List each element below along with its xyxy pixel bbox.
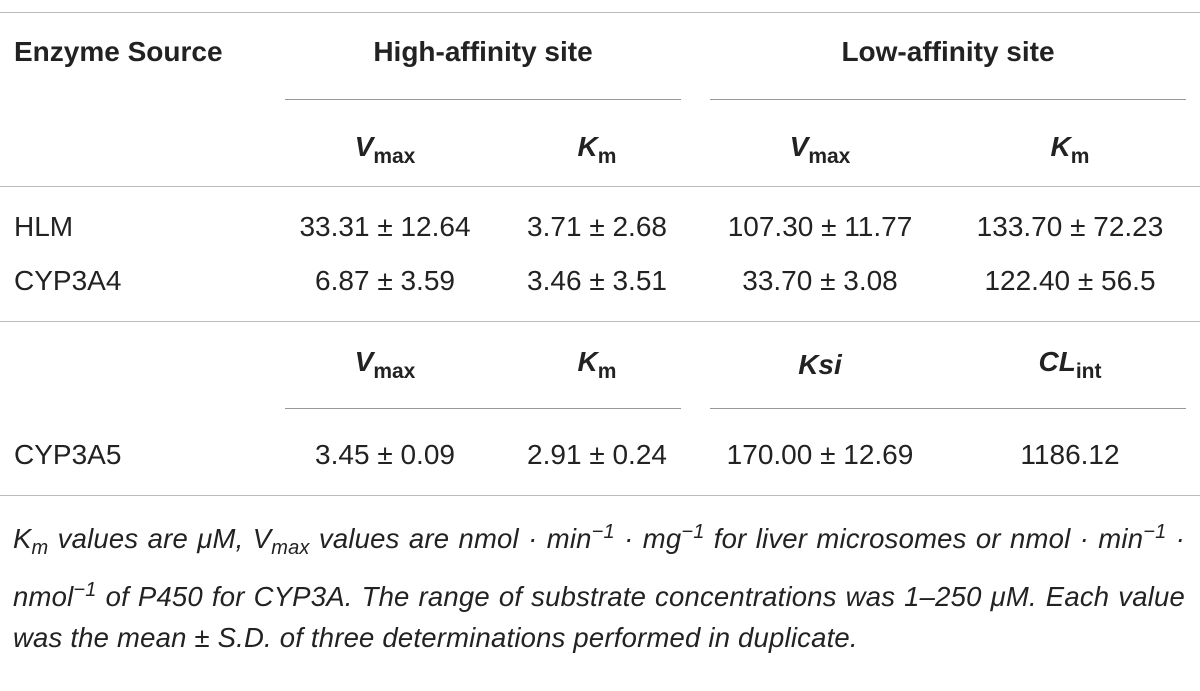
footnote-text: −1 — [681, 521, 705, 543]
footnote-text: values are μM, V — [48, 523, 272, 554]
sub-header: CLint — [1039, 346, 1102, 384]
subscript: max — [373, 145, 416, 168]
cell-value: 122.40 ± 56.5 — [984, 265, 1156, 296]
footnote-text: values are nmol · min — [309, 523, 592, 554]
group-header: High-affinity site — [373, 36, 593, 67]
rule — [0, 321, 1200, 322]
symbol: V — [789, 131, 809, 162]
cell-value: 6.87 ± 3.59 — [315, 265, 455, 296]
symbol: V — [354, 346, 374, 377]
cell-value: 1186.12 — [1020, 439, 1120, 470]
footnote: Km values are μM, Vmax values are nmol ·… — [13, 512, 1185, 659]
sub-header: Vmax — [790, 131, 851, 169]
subscript: m — [597, 360, 617, 383]
subscript: max — [808, 145, 851, 168]
cell-value: 3.46 ± 3.51 — [527, 265, 667, 296]
sub-header: Vmax — [355, 131, 416, 169]
sub-header: Ksi — [798, 349, 842, 381]
symbol: K — [1050, 131, 1071, 162]
column-header: Enzyme Source — [14, 36, 223, 67]
cell-value: 107.30 ± 11.77 — [727, 211, 913, 242]
symbol: CL — [1038, 346, 1076, 377]
group-underline — [710, 408, 1186, 409]
cell-value: 3.45 ± 0.09 — [315, 439, 455, 470]
row-label: CYP3A4 — [14, 265, 122, 296]
cell-value: 3.71 ± 2.68 — [527, 211, 667, 242]
footnote-text: −1 — [73, 578, 97, 601]
footnote-text: · nmol — [13, 523, 1186, 612]
symbol: K — [577, 131, 598, 162]
rule — [0, 12, 1200, 13]
subscript: m — [1070, 145, 1090, 168]
symbol: Ksi — [798, 349, 842, 380]
footnote-text: m — [31, 537, 49, 559]
symbol: V — [354, 131, 374, 162]
footnote-text: −1 — [1143, 521, 1167, 543]
group-underline — [285, 408, 681, 409]
row-label: HLM — [14, 211, 74, 242]
cell-value: 33.31 ± 12.64 — [299, 211, 471, 242]
group-header: Low-affinity site — [841, 36, 1055, 67]
footnote-text: for liver microsomes or nmol · min — [704, 523, 1144, 554]
sub-header: Km — [578, 131, 617, 169]
cell-value: 2.91 ± 0.24 — [527, 439, 667, 470]
footnote-text: max — [271, 537, 310, 559]
footnote-text: of P450 for CYP3A. The range of substrat… — [13, 580, 1185, 654]
rule — [0, 186, 1200, 187]
cell-value: 170.00 ± 12.69 — [726, 439, 914, 470]
footnote-text: −1 — [591, 521, 615, 543]
cell-value: 33.70 ± 3.08 — [742, 265, 898, 296]
sub-header: Km — [1051, 131, 1090, 169]
footnote-text: K — [13, 523, 32, 554]
group-underline — [710, 99, 1186, 100]
group-underline — [285, 99, 681, 100]
sub-header: Vmax — [355, 346, 416, 384]
footnote-text: · mg — [614, 523, 682, 554]
symbol: K — [577, 346, 598, 377]
rule — [0, 495, 1200, 496]
subscript: int — [1075, 360, 1102, 383]
subscript: max — [373, 360, 416, 383]
row-label: CYP3A5 — [14, 439, 122, 470]
cell-value: 133.70 ± 72.23 — [976, 211, 1164, 242]
subscript: m — [597, 145, 617, 168]
sub-header: Km — [578, 346, 617, 384]
